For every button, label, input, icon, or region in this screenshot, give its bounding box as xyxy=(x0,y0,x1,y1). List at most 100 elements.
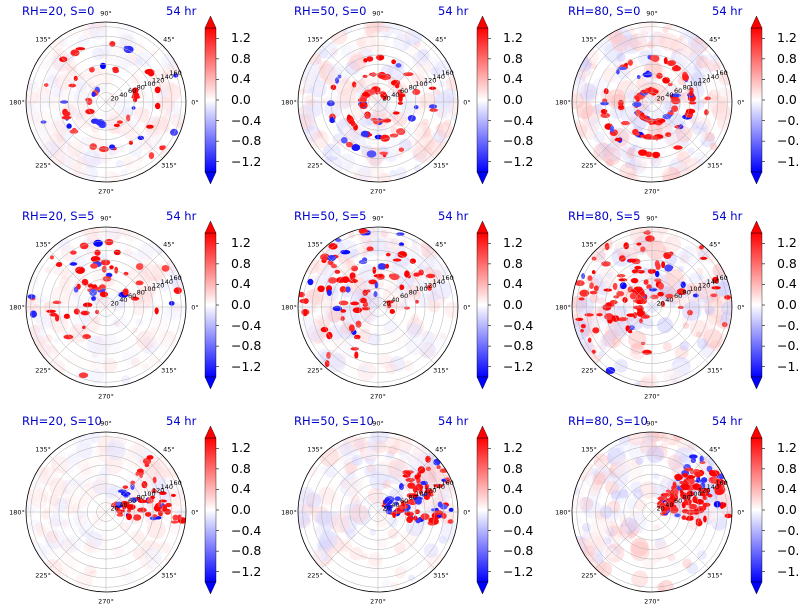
angular-grid-line xyxy=(321,250,379,308)
field-soft-mark xyxy=(417,293,431,308)
field-soft-mark xyxy=(318,465,328,475)
angular-grid-line xyxy=(651,306,709,364)
field-soft-mark xyxy=(394,566,407,579)
field-negative-cell xyxy=(678,124,684,130)
field-positive-cell xyxy=(589,290,598,295)
angle-tick-label: 225° xyxy=(581,571,597,579)
field-soft-mark xyxy=(628,33,647,52)
field-soft-mark xyxy=(665,237,672,244)
field-soft-mark xyxy=(148,242,157,251)
field-soft-mark xyxy=(138,555,151,568)
field-soft-mark xyxy=(307,51,322,66)
field-soft-mark xyxy=(137,270,148,281)
field-soft-mark xyxy=(704,131,715,142)
field-soft-mark xyxy=(599,137,613,151)
field-soft-mark xyxy=(36,466,49,479)
field-soft-mark xyxy=(148,286,155,293)
radial-tick-label: 120 xyxy=(698,281,710,289)
field-soft-mark xyxy=(80,483,97,500)
radial-tick-label: 60 xyxy=(400,497,408,505)
field-soft-mark xyxy=(346,124,364,142)
field-soft-mark xyxy=(341,45,352,56)
angular-grid-line xyxy=(321,45,379,103)
field-soft-mark xyxy=(75,507,87,519)
radial-tick-label: 20 xyxy=(657,299,665,307)
panel-title: RH=80, S=0 xyxy=(568,4,641,18)
colorbar-tick-label: 0.0 xyxy=(231,92,251,107)
field-soft-mark xyxy=(46,530,59,544)
field-soft-mark xyxy=(436,96,454,114)
field-soft-mark xyxy=(314,314,329,329)
field-soft-mark xyxy=(588,317,596,326)
field-soft-mark xyxy=(158,107,167,116)
field-positive-cell xyxy=(620,120,630,126)
field-soft-mark xyxy=(135,304,147,316)
angle-tick-label: 180° xyxy=(281,509,297,517)
field-soft-mark xyxy=(598,267,617,285)
field-negative-cell xyxy=(91,296,96,301)
field-soft-mark xyxy=(375,326,385,337)
field-soft-mark xyxy=(636,527,643,534)
field-soft-mark xyxy=(621,525,629,533)
field-soft-mark xyxy=(406,136,425,155)
field-soft-mark xyxy=(61,560,77,576)
field-soft-mark xyxy=(44,334,53,343)
radial-tick-label: 80 xyxy=(137,84,145,92)
field-soft-mark xyxy=(26,91,40,105)
field-soft-mark xyxy=(327,91,339,102)
radial-tick-label: 100 xyxy=(415,80,427,88)
field-soft-mark xyxy=(586,117,601,132)
field-negative-cell xyxy=(394,496,401,502)
field-soft-mark xyxy=(572,310,583,327)
field-soft-mark xyxy=(428,56,440,69)
field-soft-mark xyxy=(321,480,338,497)
polar-plot: 0°45°90°135°180°225°270°315°20 40 60 801001… xyxy=(281,420,491,606)
field-soft-mark xyxy=(658,579,675,592)
field-soft-mark xyxy=(609,30,623,44)
field-soft-mark xyxy=(301,256,320,274)
field-positive-cell xyxy=(425,455,431,463)
radial-tick-label: 60 xyxy=(128,292,136,300)
field-soft-mark xyxy=(421,118,429,126)
field-soft-mark xyxy=(597,297,605,305)
colorbar-tick-label: 0.0 xyxy=(777,502,797,517)
field-soft-mark xyxy=(92,152,107,166)
field-positive-cell xyxy=(132,514,142,521)
angle-tick-label: 0° xyxy=(191,509,198,517)
field-soft-mark xyxy=(132,547,145,560)
field-soft-mark xyxy=(572,496,584,510)
field-soft-mark xyxy=(137,242,155,260)
field-soft-mark xyxy=(335,78,353,96)
field-soft-mark xyxy=(580,475,588,483)
field-layer xyxy=(298,22,458,182)
field-soft-mark xyxy=(414,131,435,152)
field-soft-mark xyxy=(637,50,654,66)
field-soft-mark xyxy=(329,513,350,533)
field-soft-mark xyxy=(428,349,438,359)
radial-tick-label: 40 xyxy=(665,501,673,509)
field-soft-mark xyxy=(327,309,341,323)
field-negative-cell xyxy=(93,239,103,247)
field-positive-cell xyxy=(704,96,711,101)
field-negative-cell xyxy=(701,477,708,483)
field-soft-mark xyxy=(606,448,623,465)
field-soft-mark xyxy=(387,445,398,455)
field-negative-cell xyxy=(393,501,399,506)
field-soft-mark xyxy=(646,446,664,464)
field-positive-cell xyxy=(665,132,672,138)
radial-tick-label: 60 xyxy=(400,87,408,95)
field-soft-mark xyxy=(641,379,649,387)
field-soft-mark xyxy=(626,516,636,525)
field-soft-mark xyxy=(60,339,68,347)
field-soft-mark xyxy=(631,457,642,468)
colorbar-tick-label: 0.8 xyxy=(231,50,251,66)
field-soft-mark xyxy=(161,468,171,479)
field-positive-cell xyxy=(636,242,642,246)
field-soft-mark xyxy=(434,62,445,73)
field-soft-mark xyxy=(593,553,604,564)
field-negative-cell xyxy=(415,498,422,505)
angular-grid-line xyxy=(595,101,653,159)
polar-frame xyxy=(297,226,459,388)
field-positive-cell xyxy=(670,97,681,105)
field-positive-cell xyxy=(712,477,717,483)
